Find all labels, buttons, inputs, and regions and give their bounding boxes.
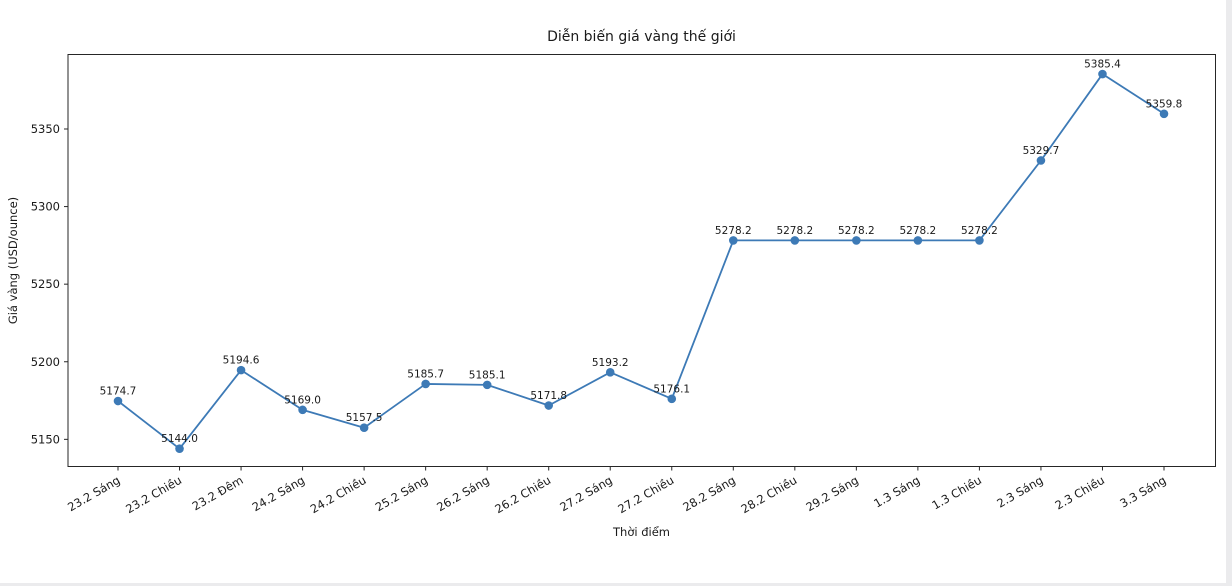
point-value-label: 5185.7	[407, 368, 444, 380]
x-tick-label: 23.2 Sáng	[65, 473, 122, 514]
x-tick-label: 27.2 Chiều	[615, 473, 676, 516]
x-tick-label: 24.2 Sáng	[250, 473, 307, 514]
data-point-marker	[790, 236, 800, 245]
y-tick-label: 5300	[31, 200, 60, 214]
x-tick-label: 23.2 Chiều	[123, 473, 184, 516]
x-tick-label: 24.2 Chiều	[308, 473, 369, 516]
x-tick-label: 26.2 Sáng	[434, 473, 491, 514]
x-tick-label: 3.3 Sáng	[1117, 473, 1168, 511]
data-point-marker	[544, 401, 554, 410]
data-point-marker	[1098, 69, 1107, 79]
data-point-marker	[913, 236, 923, 245]
x-tick-label: 2.3 Chiều	[1052, 473, 1106, 513]
point-value-label: 5278.2	[838, 225, 875, 237]
data-point-marker	[421, 379, 430, 389]
plot-spines	[67, 54, 1216, 467]
point-value-label: 5169.0	[284, 394, 321, 406]
x-axis-title: Thời điểm	[612, 525, 670, 539]
x-tick-label: 29.2 Sáng	[803, 473, 860, 514]
point-value-label: 5171.8	[530, 390, 567, 402]
point-value-label: 5278.2	[900, 225, 937, 237]
chart-title: Diễn biến giá vàng thế giới	[547, 28, 736, 45]
y-tick-label: 5250	[31, 277, 60, 291]
point-value-label: 5157.5	[346, 412, 383, 424]
point-value-label: 5359.8	[1146, 98, 1183, 110]
data-point-marker	[1036, 156, 1046, 165]
point-value-label: 5185.1	[469, 369, 506, 381]
x-tick-label: 23.2 Đêm	[190, 473, 246, 513]
point-value-label: 5329.7	[1023, 145, 1060, 157]
data-point-marker	[236, 365, 246, 375]
x-tick-label: 26.2 Chiều	[492, 473, 553, 516]
point-value-label: 5174.7	[100, 386, 137, 398]
point-value-label: 5176.1	[653, 383, 690, 395]
point-value-label: 5278.2	[776, 225, 813, 237]
y-tick-label: 5350	[31, 122, 60, 136]
price-line	[117, 73, 1165, 450]
x-tick-label: 28.2 Sáng	[680, 473, 737, 514]
x-tick-label: 1.3 Sáng	[871, 473, 922, 511]
data-point-marker	[975, 236, 984, 245]
point-value-label: 5193.2	[592, 357, 629, 369]
data-point-marker	[728, 236, 738, 245]
window-edge-right	[1226, 0, 1232, 586]
data-point-marker	[605, 368, 615, 377]
point-value-label: 5194.6	[223, 355, 260, 367]
x-tick-label: 27.2 Sáng	[557, 473, 614, 514]
point-value-label: 5385.4	[1084, 59, 1121, 71]
x-tick-label: 25.2 Sáng	[373, 473, 430, 514]
x-tick-label: 1.3 Chiều	[929, 473, 983, 513]
data-point-marker	[175, 444, 184, 453]
point-value-label: 5144.0	[161, 433, 198, 445]
data-point-marker	[359, 423, 369, 433]
data-point-marker	[1159, 109, 1169, 119]
x-tick-label: 2.3 Sáng	[994, 473, 1045, 511]
window-edge-bottom	[0, 583, 1232, 586]
data-point-marker	[667, 394, 677, 404]
point-value-label: 5278.2	[715, 225, 752, 237]
x-tick-label: 28.2 Chiều	[739, 473, 800, 516]
data-point-marker	[298, 405, 307, 415]
y-tick-label: 5200	[31, 355, 60, 369]
data-point-marker	[482, 380, 492, 390]
data-point-marker	[852, 236, 861, 245]
y-tick-label: 5150	[31, 432, 60, 446]
y-axis-title: Giá vàng (USD/ounce)	[6, 197, 20, 324]
data-point-marker	[113, 396, 123, 406]
point-value-label: 5278.2	[961, 225, 998, 237]
